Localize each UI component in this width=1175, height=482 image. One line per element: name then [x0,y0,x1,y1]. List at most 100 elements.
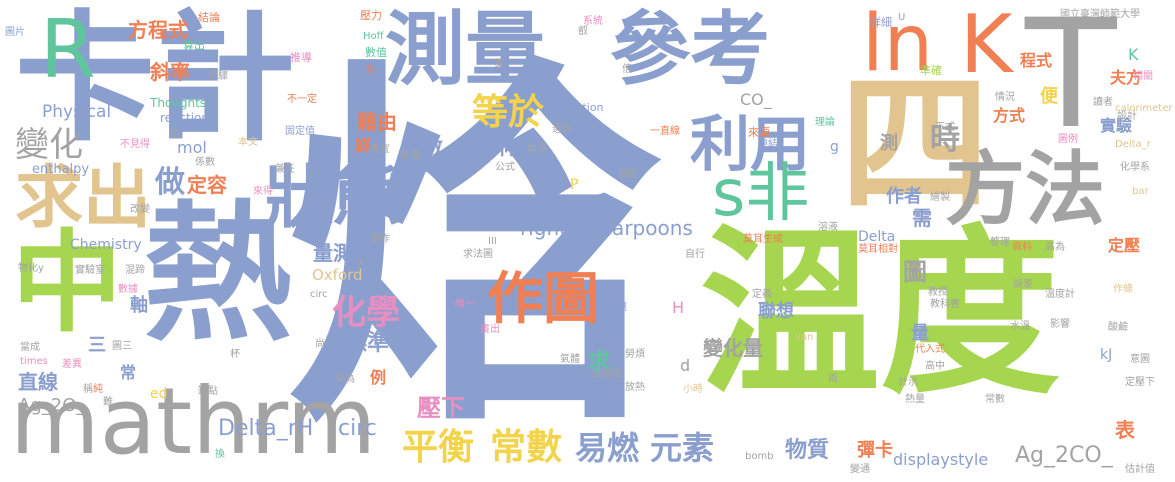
word-shiwei: 失為 [335,374,355,385]
word-reference: 參考 [610,3,770,96]
word-laofan: 勞煩 [625,349,645,360]
word-t: T [1025,0,1117,162]
word-formula: 方程式 [128,18,188,42]
word-state: 狀態 [265,159,402,238]
word-ce: 測 [880,133,898,154]
word-wenduji: 溫度計 [1045,289,1075,300]
word-zuotiao: 作條 [1113,284,1133,295]
word-calorimeter: 卡計 [15,0,296,161]
word-slope: 斜率 [150,60,190,84]
word-chayi: 差異 [62,359,82,370]
word-bianhualiang: 變化量 [703,336,763,360]
word-co: CO_ [740,90,772,109]
word-dingyaxia: 定壓下 [1125,377,1155,388]
word-fufang: 夫方 [1110,68,1143,87]
word-shuju: 數據 [118,284,138,295]
word-moerxiangdui: 莫耳相對 [858,244,898,255]
word-dingya: 定壓 [1108,236,1141,255]
word-middle: 中 [12,219,122,347]
word-weiyi: 唯一 [455,299,475,310]
page-title: 國立臺灣師範大學 [1060,9,1140,20]
word-chemistry: Chemistry [70,237,142,253]
word-plot: 作圖 [487,267,599,332]
word-k-small: K [1128,45,1139,64]
word-xiang: 詳 [355,136,372,155]
word-tuli: 圖例 [1058,134,1078,145]
word-bei-two: 倍 [622,64,632,75]
word-nan: 難 [103,397,113,408]
word-moershengcheng: 莫耳生成 [743,234,783,245]
word-laiyuan: 來源 [748,126,770,139]
word-zhixian: 直線 [18,370,58,394]
word-huachu: 畫出 [480,324,500,335]
word-ag2o: Ag_2O_ [18,395,86,416]
word-ag2co: Ag_2CO_ [1015,443,1113,468]
word-fangshi: 方式 [993,106,1026,125]
word-tehe: 特何 [478,135,518,159]
word-xishu: 係數 [195,157,215,168]
word-rightleftharpoons: rightleftharpoons [520,216,693,240]
word-danka: 彈卡 [857,440,893,461]
word-san: 三 [88,335,106,356]
word-han: 焓 [285,29,665,472]
word-bei: 杯 [230,349,240,360]
word-xiaoshi: 小時 [683,384,703,395]
word-displaystyle: displaystyle [893,450,989,469]
word-biaozhun: 標準 [345,331,390,356]
word-bian: 便 [1040,86,1058,107]
word-changshu-small: 常數 [985,394,1005,405]
word-calorimeter-en: calorimeter [1115,103,1173,114]
word-benwen: 本文 [238,137,258,148]
word-temp: 溫度 [700,210,1061,419]
word-shuzhi: 數值 [365,46,387,59]
word-neineng: 內能 [575,383,608,402]
word-oxford: Oxford [312,266,363,284]
word-li: 例 [370,368,387,387]
word-delta-rh: Delta_rH [218,416,314,441]
word-ce-small: 策 [494,59,504,70]
word-xu: 需 [912,206,932,230]
word-balance: 平衡 [402,427,475,468]
word-cheng: 稱 [83,384,93,395]
word-xiangxi: 詳細 [870,16,892,29]
word-xitong: 系統 [583,16,603,27]
word-shang: 尚 [315,339,325,350]
word-gudingzhi: 固定值 [285,126,315,137]
word-rui: 叡 [578,26,588,37]
word-circ-small: circ [310,289,328,300]
word-bomb: bomb [745,451,774,462]
word-use: 利用 [690,110,810,180]
word-kj: kJ [1100,347,1113,363]
word-quedian: 缺點 [198,386,218,397]
word-wu: 五 [365,64,375,75]
word-p: P [570,177,579,193]
word-delta-r: Delta_r [1115,139,1151,150]
word-quanyi: 權宜 [370,144,390,155]
word-gaozhong: 高中 [925,361,945,372]
word-ziliao: 資料 [1012,242,1032,253]
word-jianren: 兼任 [275,164,295,175]
word-duzhe: 讀者 [1093,97,1113,108]
word-suanchu: 算出 [183,39,205,52]
word-do: 做 [155,165,185,200]
word-dingyi: 定義 [752,289,772,300]
word-tusan: 圖三 [112,341,132,352]
word-chun: 純 [93,384,103,395]
word-xuanhao: 選好 [552,124,572,135]
word-lianjie: 連結 [758,139,778,150]
word-zhou: 軸 [130,295,148,316]
word-gaibian: 改變 [130,204,150,215]
word-jishi: 計示 [898,377,918,388]
word-qingkuang: 情況 [995,92,1015,103]
word-xiashi: 下式 [935,122,955,133]
word-tuxing: 圖形 [403,155,436,174]
word-g: g [830,139,839,155]
word-zuozhe: 作者 [886,186,922,207]
word-change: 變化 [15,125,83,165]
word-d: d [680,356,691,375]
word-physical: Physical [42,102,112,122]
word-yaxia: 壓下 [417,394,465,422]
word-dingrong: 定容 [187,173,227,197]
word-dangcheng: 當成 [20,342,40,353]
